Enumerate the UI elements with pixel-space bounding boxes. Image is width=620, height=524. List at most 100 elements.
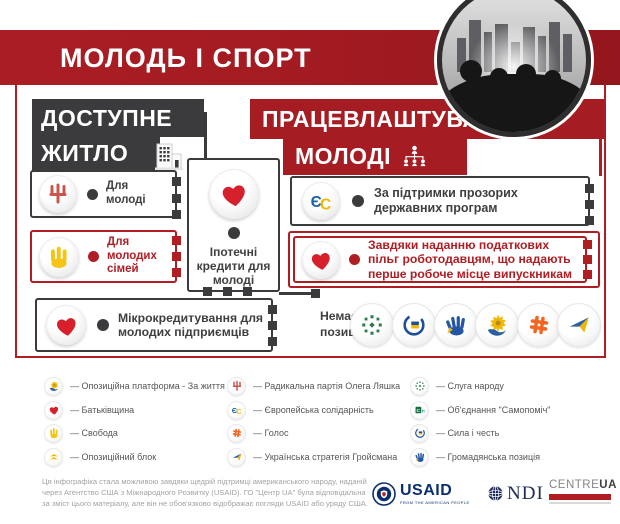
sprocket [172,268,181,277]
batkivshchyna-icon [302,240,340,279]
sprocket [268,321,277,330]
radical-party-icon [227,376,246,396]
sprocket [585,216,594,225]
sprocket [268,337,277,346]
legend-label: Голос [264,428,289,438]
sprocket [585,184,594,193]
employment-item-es: За підтримки прозорих державних програм [290,176,590,226]
svoboda-icon [39,236,79,277]
centreua-wordmark-bold: UA [599,479,617,491]
usaid-emblem-icon [372,482,396,506]
employment-item-text: За підтримки прозорих державних програм [374,186,518,215]
bullet-dot [349,254,360,265]
centreua-sub-bar [549,501,611,504]
hromadianska-pozytsiia-icon [410,447,429,467]
batkivshchyna-icon [208,169,259,219]
sprocket [172,252,181,261]
mortgage-text: Іпотечні кредити для молоді [196,245,271,288]
legend-label: Слуга народу [447,381,504,391]
sprocket [223,287,232,296]
sprocket [203,287,212,296]
ndi-logo: NDI [487,484,544,503]
housing-item-svoboda: Для молодих сімей [30,230,177,283]
legend-label: Європейська солідарність [264,405,374,415]
header-photo [437,0,591,137]
housing-item-text: Для молодих сімей [107,236,157,276]
employment-title-bottom: МОЛОДІ [283,138,467,175]
hroisman-strategy-icon [227,447,246,467]
employment-item-text: Завдяки наданню податкових пільг роботод… [368,237,572,281]
syla-i-chest-icon [392,303,436,347]
microcredit-box: Мікрокредитування для молодих підприємці… [35,298,273,352]
legend-item: — Голос [227,423,288,443]
opzh-icon [44,376,63,396]
frame-left-line [15,85,17,358]
ndi-wordmark: NDI [507,483,544,504]
sprocket [172,210,181,219]
holos-icon [517,303,561,347]
housing-item-radical-party: Для молоді [30,170,177,218]
sprocket [268,305,277,314]
bullet-dot [88,251,99,262]
legend-item: — Радикальна партія Олега Ляшка [227,376,400,396]
batkivshchyna-icon [46,305,86,345]
bullet-dot [227,227,240,239]
centreua-wordmark-gray: CENTRE [549,479,600,491]
ndi-globe-icon [487,485,504,502]
sprocket [311,289,320,298]
oppoblock-icon [44,447,63,467]
mortgage-box: Іпотечні кредити для молоді [187,158,280,292]
legend-label: Батьківщина [81,405,135,415]
sprocket [583,240,592,249]
legend-item: — Батьківщина [44,400,134,420]
housing-item-text: Для молоді [106,180,146,206]
usaid-wordmark: USAID [400,482,453,499]
disclaimer-text: Ця інфографіка стала можливою завдяки ще… [42,477,368,508]
european-solidarity-icon [302,182,340,220]
sprocket [583,255,592,264]
centreua-red-bar [549,493,611,500]
samopomich-icon [410,400,429,420]
employment-title-bottom-label: МОЛОДІ [295,143,391,169]
legend-label: Українська стратегія Гройсмана [264,452,398,462]
sprocket [172,236,181,245]
legend-label: Об'єднання "Самопоміч" [447,405,551,415]
orgchart-icon [401,145,428,168]
housing-title-top: ДОСТУПНЕ [32,99,204,137]
legend-item: — Українська стратегія Гройсмана [227,447,397,467]
legend-label: Свобода [81,428,118,438]
usaid-tagline: FROM THE AMERICAN PEOPLE [400,500,470,505]
bullet-dot [352,195,364,207]
bullet-dot [87,188,98,200]
holos-icon [227,423,246,443]
legend-item: — Об'єднання "Самопоміч" [410,400,550,420]
svoboda-icon [44,423,63,443]
sprocket [172,177,181,186]
legend-item: — Сила і честь [410,423,499,443]
connector-line [279,292,313,295]
usaid-logo: USAID FROM THE AMERICAN PEOPLE [372,482,470,506]
syla-i-chest-icon [410,423,429,443]
employment-item-batkivshchyna: Завдяки наданню податкових пільг роботод… [293,236,587,283]
sluha-narodu-icon [410,376,429,396]
crowd-silhouette [442,74,586,132]
sprocket [243,287,252,296]
sprocket [172,194,181,203]
legend-item: — Опозиційна платформа - За життя [44,376,225,396]
sprocket [583,270,592,279]
page-title: МОЛОДЬ І СПОРТ [60,43,312,73]
legend-label: Громадянська позиція [447,452,540,462]
hroisman-strategy-icon [557,303,601,347]
sluha-narodu-icon [350,303,394,347]
legend-item: — Свобода [44,423,118,443]
legend-item: — Європейська солідарність [227,400,374,420]
hromadianska-pozytsiia-icon [434,303,478,347]
frame-right-line [604,85,606,358]
legend-label: Радикальна партія Олега Ляшка [264,381,401,391]
european-solidarity-icon [227,400,246,420]
housing-title-bottom: ЖИТЛО [32,135,160,172]
batkivshchyna-icon [44,400,63,420]
radical-party-icon [39,175,77,213]
frame-bottom-line [15,356,606,358]
